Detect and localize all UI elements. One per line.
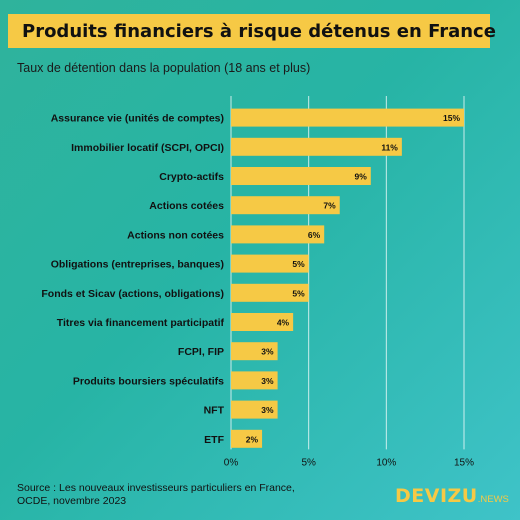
category-label: Fonds et Sicav (actions, obligations) bbox=[41, 288, 224, 300]
value-label: 5% bbox=[292, 288, 305, 298]
source-line-2: OCDE, novembre 2023 bbox=[17, 495, 127, 507]
value-label: 7% bbox=[323, 201, 336, 211]
category-label: Assurance vie (unités de comptes) bbox=[51, 113, 224, 125]
value-label: 3% bbox=[261, 347, 274, 357]
x-tick-label: 5% bbox=[301, 457, 316, 468]
bar bbox=[231, 429, 263, 448]
value-label: 4% bbox=[277, 318, 290, 328]
category-label: FCPI, FIP bbox=[178, 346, 224, 358]
value-label: 3% bbox=[261, 376, 274, 386]
bar bbox=[231, 400, 278, 419]
value-label: 15% bbox=[443, 113, 460, 123]
category-label: Crypto-actifs bbox=[159, 171, 224, 183]
chart-subtitle: Taux de détention dans la population (18… bbox=[17, 61, 311, 75]
title-banner: Produits financiers à risque détenus en … bbox=[8, 14, 496, 48]
category-label: ETF bbox=[204, 434, 224, 446]
value-label: 3% bbox=[261, 405, 274, 415]
value-label: 2% bbox=[246, 434, 259, 444]
category-label: Obligations (entreprises, banques) bbox=[51, 259, 224, 271]
bar bbox=[231, 196, 340, 215]
source-note: Source : Les nouveaux investisseurs part… bbox=[17, 482, 295, 508]
category-label: NFT bbox=[204, 405, 225, 417]
value-label: 11% bbox=[381, 142, 398, 152]
x-tick-label: 15% bbox=[454, 457, 474, 468]
bar-chart: 0% 5% 10% 15% Assurance vie (unités de compt… bbox=[41, 108, 475, 469]
bar bbox=[231, 108, 464, 127]
bar bbox=[231, 225, 325, 244]
category-label: Actions cotées bbox=[149, 200, 224, 212]
bar bbox=[231, 313, 294, 331]
x-tick-label: 10% bbox=[376, 457, 396, 468]
category-label: Titres via financement participatif bbox=[57, 317, 225, 329]
category-label: Immobilier locatif (SCPI, OPCI) bbox=[71, 142, 224, 154]
value-label: 6% bbox=[308, 230, 321, 240]
category-label: Produits boursiers spéculatifs bbox=[73, 375, 224, 387]
brand-name: DEVIZU bbox=[395, 485, 478, 507]
value-label: 9% bbox=[355, 172, 368, 182]
source-line-1: Source : Les nouveaux investisseurs part… bbox=[17, 482, 295, 494]
bar bbox=[231, 283, 309, 302]
bar bbox=[231, 137, 402, 156]
brand-suffix: .NEWS bbox=[477, 494, 509, 505]
bar bbox=[231, 342, 278, 361]
bar bbox=[231, 371, 278, 390]
value-label: 5% bbox=[292, 259, 305, 269]
chart-title: Produits financiers à risque détenus en … bbox=[22, 20, 496, 42]
brand-logo: DEVIZU.NEWS bbox=[395, 485, 509, 507]
x-tick-label: 0% bbox=[224, 457, 239, 468]
bar bbox=[231, 254, 309, 273]
bar bbox=[231, 167, 371, 185]
category-label: Actions non cotées bbox=[127, 229, 224, 241]
